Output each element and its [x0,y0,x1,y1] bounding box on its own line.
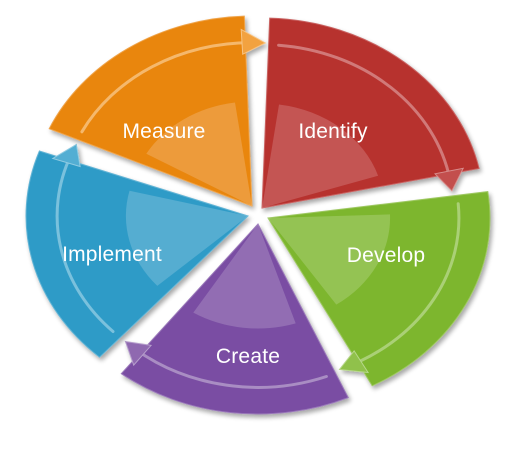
segment-identify-highlight [262,104,379,208]
segment-implement-label: Implement [62,243,162,266]
segment-measure-arrowhead [240,28,267,55]
segment-create-arrowhead [124,340,153,367]
segment-identify-arrowhead [433,167,465,192]
segment-measure [48,15,267,207]
segment-implement-arrow-band [55,153,115,333]
segment-implement-highlight [125,190,248,286]
segment-create-label: Create [216,345,280,368]
segment-implement-arrowhead [51,143,81,168]
segment-identify [261,17,480,209]
segment-develop-highlight [268,214,391,305]
segment-identify-arrow-band [277,43,452,182]
segment-create-highlight [193,224,296,329]
segment-create-arrow-band [133,347,328,389]
segment-measure-highlight [146,102,252,206]
segment-create [120,223,350,415]
segment-develop-label: Develop [347,244,425,267]
segment-develop [267,191,491,387]
segment-measure-arrow-band [80,41,254,134]
segment-develop-arrow-band [350,202,461,367]
segment-identify-label: Identify [298,120,368,143]
segment-implement [25,143,249,358]
segment-develop-arrowhead [338,350,370,374]
segment-measure-label: Measure [122,120,205,143]
